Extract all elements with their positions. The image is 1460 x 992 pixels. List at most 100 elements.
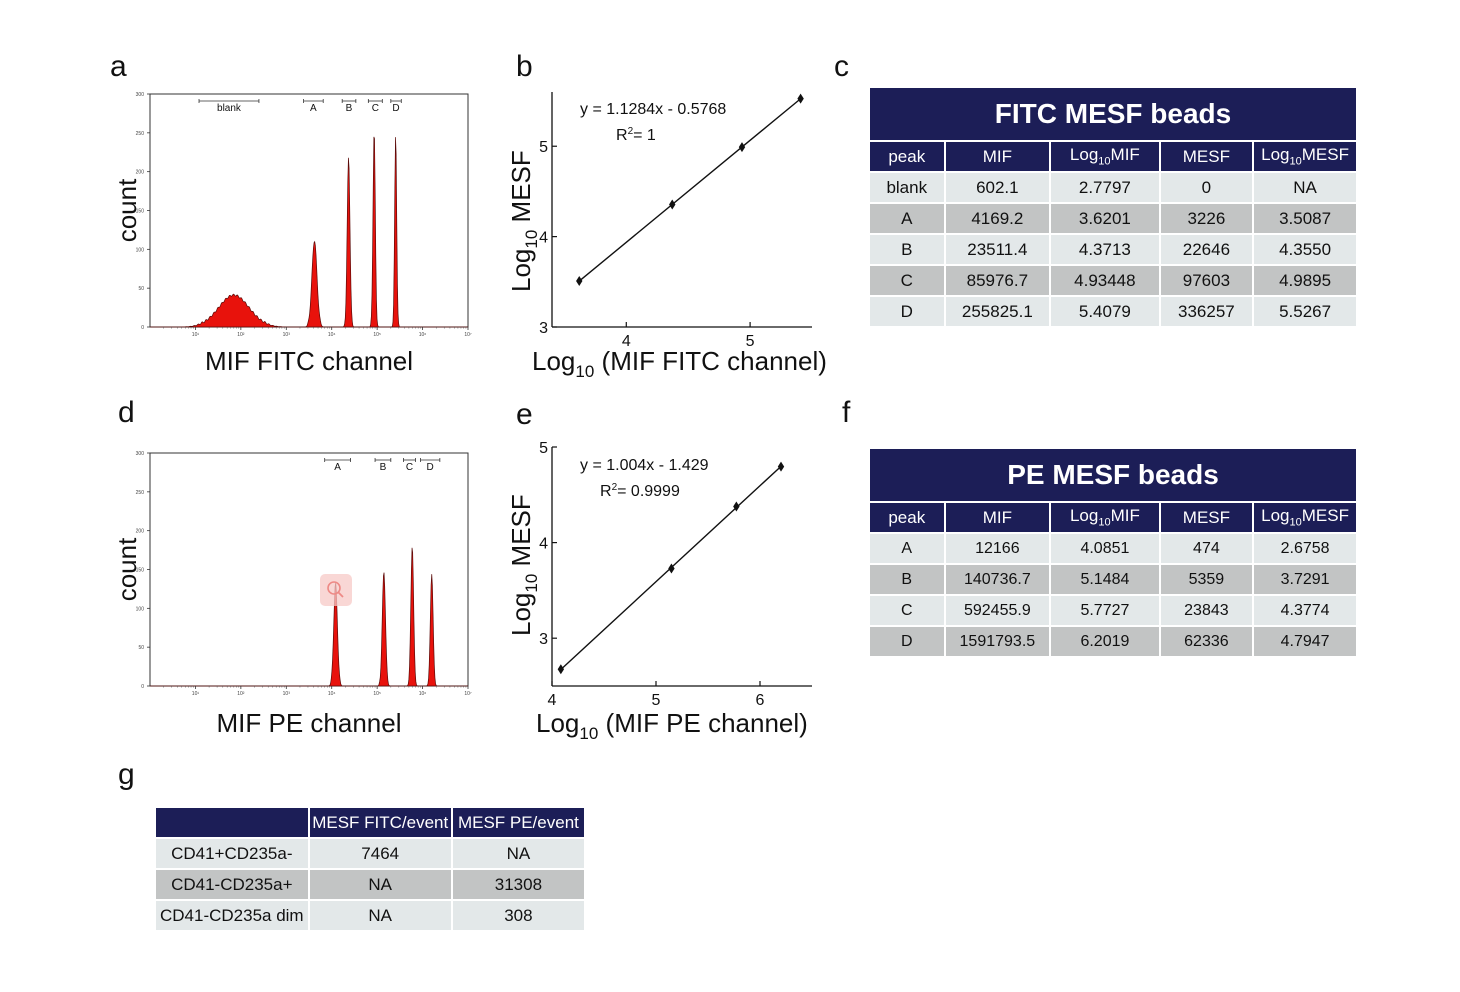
e-equation: y = 1.004x - 1.429 — [580, 457, 709, 474]
fitc-cell: 4169.2 — [943, 202, 1052, 235]
g-cell: NA — [307, 868, 453, 901]
panel-label-g: g — [118, 758, 135, 791]
table-row: CD41-CD235a+ NA 31308 — [154, 868, 587, 901]
fitc-cell: 22646 — [1158, 233, 1255, 266]
mesf-per-event-table: MESF FITC/event MESF PE/event CD41+CD235a… — [154, 806, 587, 932]
a-x-tick-label: 10⁴ — [328, 332, 336, 338]
e-data-point — [557, 664, 565, 675]
d-y-tick-label: 200 — [136, 529, 145, 535]
g-cell: CD41-CD235a dim — [154, 899, 310, 932]
a-x-tick-label: 10² — [237, 332, 245, 338]
e-x-tick-label: 6 — [756, 692, 765, 709]
pe-cell: 2.6758 — [1252, 532, 1358, 565]
fitc-cell: 255825.1 — [943, 295, 1052, 328]
e-data-point — [668, 563, 675, 574]
fitc-cell: 5.4079 — [1049, 295, 1161, 328]
panel-label-f: f — [842, 396, 851, 429]
fitc-header-2: Log10MIF — [1049, 140, 1161, 173]
pe-cell: A — [868, 532, 946, 565]
fitc-cell: 3.5087 — [1252, 202, 1358, 235]
table-row: A 12166 4.0851 474 2.6758 — [868, 532, 1358, 565]
b-y-tick-label: 4 — [539, 230, 548, 247]
pe-cell: 23843 — [1158, 594, 1255, 627]
fitc-cell: 5.5267 — [1252, 295, 1358, 328]
a-plot-frame — [149, 93, 469, 328]
g-cell: CD41+CD235a- — [154, 837, 310, 870]
b-data-point — [738, 142, 746, 153]
pe-mesf-table: PE MESF beads peak MIF Log10MIF MESF Log10ME… — [868, 447, 1358, 658]
d-y-axis-label: count — [112, 537, 142, 601]
a-y-tick-label: 150 — [136, 209, 145, 215]
table-row: B 23511.4 4.3713 22646 4.3550 — [868, 233, 1358, 266]
pe-cell: 4.7947 — [1252, 625, 1358, 658]
d-x-tick-label: 10⁵ — [373, 691, 381, 697]
fitc-cell: 602.1 — [943, 171, 1052, 204]
g-header-0 — [154, 806, 310, 839]
panel-label-e: e — [516, 398, 533, 431]
table-row: C 85976.7 4.93448 97603 4.9895 — [868, 264, 1358, 297]
fitc-cell: 97603 — [1158, 264, 1255, 297]
a-x-tick-label: 10³ — [283, 332, 291, 338]
b-equation: y = 1.1284x - 0.5768 — [580, 101, 726, 118]
fitc-header-1: MIF — [943, 140, 1052, 173]
a-y-tick-label: 300 — [136, 92, 145, 98]
d-histogram-area — [150, 547, 468, 687]
table-row: CD41-CD235a dim NA 308 — [154, 899, 587, 932]
a-gate-label: C — [372, 103, 379, 114]
d-x-tick-label: 10⁷ — [464, 691, 472, 697]
g-cell: 7464 — [307, 837, 453, 870]
fitc-cell: B — [868, 233, 946, 266]
a-y-tick-label: 0 — [141, 325, 144, 331]
a-gate-label: A — [310, 103, 317, 114]
e-x-axis-label: Log10 (MIF PE channel) — [536, 708, 808, 743]
b-y-tick-label: 3 — [539, 320, 548, 337]
g-cell: CD41-CD235a+ — [154, 868, 310, 901]
table-row: B 140736.7 5.1484 5359 3.7291 — [868, 563, 1358, 596]
d-x-tick-label: 10² — [237, 691, 245, 697]
pe-cell: 4.3774 — [1252, 594, 1358, 627]
table-row: A 4169.2 3.6201 3226 3.5087 — [868, 202, 1358, 235]
d-gate-label: B — [380, 462, 387, 473]
fitc-cell: blank — [868, 171, 946, 204]
fitc-cell: A — [868, 202, 946, 235]
fitc-header-3: MESF — [1158, 140, 1255, 173]
d-y-tick-label: 250 — [136, 490, 145, 496]
d-y-tick-label: 150 — [136, 568, 145, 574]
e-y-tick-label: 3 — [539, 631, 548, 648]
panel-label-a: a — [110, 50, 127, 83]
pe-cell: D — [868, 625, 946, 658]
a-gate-label: blank — [217, 103, 242, 114]
a-x-tick-label: 10⁷ — [464, 332, 472, 338]
a-x-tick-label: 10⁵ — [373, 332, 381, 338]
e-data-point — [777, 461, 785, 472]
panel-label-b: b — [516, 50, 533, 83]
d-y-tick-label: 300 — [136, 451, 145, 457]
d-gate-label: A — [334, 462, 341, 473]
fitc-header-0: peak — [868, 140, 946, 173]
fitc-cell: 4.3550 — [1252, 233, 1358, 266]
b-data-point — [576, 276, 583, 287]
e-y-tick-label: 5 — [539, 440, 548, 457]
e-data-point — [733, 501, 740, 512]
d-x-tick-label: 10⁶ — [419, 691, 427, 697]
fitc-cell: 0 — [1158, 171, 1255, 204]
magnifier-icon — [327, 581, 341, 595]
g-cell: 308 — [450, 899, 587, 932]
b-x-tick-label: 4 — [622, 333, 631, 350]
d-gate-label: C — [406, 462, 413, 473]
panel-label-d: d — [118, 396, 135, 429]
table-row: D 1591793.5 6.2019 62336 4.7947 — [868, 625, 1358, 658]
pe-cell: 62336 — [1158, 625, 1255, 658]
fitc-header-4: Log10MESF — [1252, 140, 1358, 173]
a-x-tick-label: 10⁶ — [419, 332, 427, 338]
pe-cell: 4.0851 — [1049, 532, 1161, 565]
b-data-point — [797, 93, 804, 104]
e-y-tick-label: 4 — [539, 536, 548, 553]
pe-cell: 12166 — [943, 532, 1052, 565]
g-cell: 31308 — [450, 868, 587, 901]
fitc-cell: 3226 — [1158, 202, 1255, 235]
a-gate-label: D — [392, 103, 399, 114]
pe-table-title: PE MESF beads — [868, 447, 1358, 503]
pe-header-2: Log10MIF — [1049, 501, 1161, 534]
pe-header-0: peak — [868, 501, 946, 534]
